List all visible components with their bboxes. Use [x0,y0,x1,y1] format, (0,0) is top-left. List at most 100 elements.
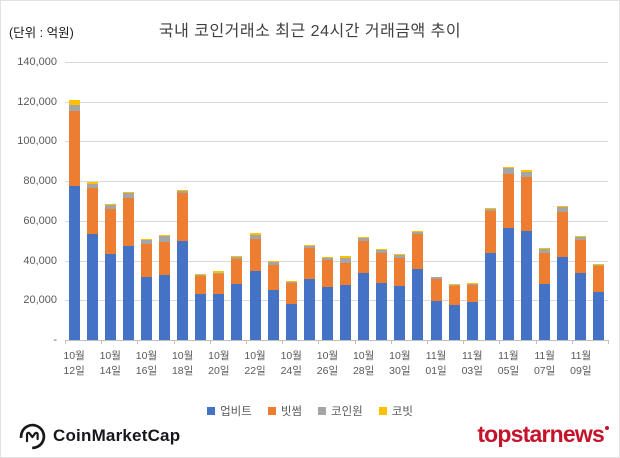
bar-10월30일 [394,253,406,340]
topstarnews-logo: topstarnews [477,420,609,450]
axis-tick [209,340,211,344]
gridline [65,300,608,302]
x-tick-label: 10월 22일 [244,350,266,377]
bar-segment-코빗 [557,206,569,208]
bar-segment-업비트 [593,292,605,340]
gridline [65,260,608,262]
legend-item-업비트: 업비트 [207,403,252,419]
legend-label: 업비트 [220,406,252,418]
bar-11월02일 [448,284,460,340]
bar-segment-업비트 [376,282,388,340]
x-tick-label: 11월 05일 [497,350,520,377]
x-axis: 10월 12일 10월 14일 10월 16일 10월 18일 10월 20일 10월 22일 10월 2… [63,349,608,381]
legend-label: 코빗 [391,406,413,418]
bar-segment-업비트 [177,241,189,340]
topstarnews-wordmark: topstarnews [477,421,604,447]
bar-segment-빗썸 [340,262,352,285]
bar-segment-업비트 [104,253,116,340]
bar-segment-코빗 [249,233,261,235]
bar-segment-코빗 [539,248,551,250]
bar-10월26일 [321,257,333,340]
bar-segment-업비트 [557,257,569,340]
legend: 업비트 빗썸 코인원 코빗 [1,403,619,419]
legend-item-코인원: 코인원 [318,403,363,419]
bar-segment-빗썸 [177,192,189,242]
bar-segment-코인원 [213,272,225,274]
bar-segment-코빗 [177,189,189,192]
bar-segment-업비트 [502,228,514,340]
y-axis: 140,000 120,000 100,000 80,000 60,000 40,000 2… [1,56,57,346]
bar-10월28일 [358,236,370,340]
x-tick-label: 11월 09일 [570,350,592,377]
bar-segment-코빗 [412,231,424,232]
bar-segment-코인원 [502,168,514,175]
bar-segment-코인원 [430,277,442,280]
bar-segment-코인원 [267,261,279,266]
bar-segment-코인원 [231,257,243,260]
bar-segment-코빗 [213,271,225,273]
bar-segment-업비트 [521,230,533,340]
plot-area [65,62,609,344]
bar-segment-업비트 [249,271,261,340]
bar-segment-코인원 [340,257,352,263]
bar-segment-빗썸 [68,110,80,187]
axis-tick [101,340,103,344]
bar-segment-업비트 [86,233,98,340]
bar-segment-빗썸 [430,279,442,302]
bar-segment-코빗 [593,263,605,265]
bar-segment-코빗 [340,256,352,258]
bar-segment-코인원 [140,240,152,245]
x-tick-label: 10월 30일 [389,350,411,377]
bar-segment-업비트 [303,278,315,340]
bar-10월24일 [285,281,297,340]
axis-tick [390,340,392,344]
y-tick-label: 100,000 [17,135,57,148]
bar-segment-코인원 [68,104,80,111]
gridline [65,141,608,143]
bar-segment-코인원 [448,284,460,286]
coinmarketcap-logo: CoinMarketCap [19,421,180,451]
bar-segment-빗썸 [394,257,406,286]
bar-segment-빗썸 [484,211,496,254]
bar-segment-코빗 [86,181,98,184]
bar-segment-빗썸 [249,238,261,272]
bar-segment-빗썸 [521,176,533,231]
bar-10월12일 [68,99,80,340]
bar-segment-코인원 [575,236,587,240]
axis-tick [463,340,465,344]
bar-segment-업비트 [358,272,370,340]
bar-segment-코빗 [321,257,333,258]
x-tick-label: 10월 16일 [135,350,158,377]
bar-10월20일 [213,271,225,340]
bar-segment-코인원 [466,283,478,285]
unit-label: (단위 : 억원) [9,26,74,40]
bar-segment-업비트 [340,285,352,340]
bar-segment-코인원 [195,275,207,277]
legend-swatch [267,407,276,415]
bar-segment-코빗 [140,238,152,241]
y-tick-label: 40,000 [23,254,57,267]
bar-10월15일 [122,191,134,340]
bar-segment-코인원 [376,249,388,253]
bar-segment-업비트 [539,284,551,340]
bar-segment-코빗 [376,248,388,250]
bar-segment-업비트 [412,268,424,340]
bar-segment-빗썸 [303,248,315,279]
x-tick-label: 10월 14일 [99,350,121,377]
bar-segment-코빗 [484,207,496,209]
bar-segment-업비트 [267,290,279,340]
bar-segment-코빗 [285,281,297,282]
bar-segment-코인원 [394,254,406,258]
y-tick-label: 140,000 [17,56,57,68]
bar-segment-빗썸 [267,265,279,291]
bar-segment-업비트 [484,253,496,340]
bar-10월13일 [86,181,98,340]
bar-segment-업비트 [285,304,297,340]
bar-10월31일 [412,231,424,340]
bar-segment-코인원 [557,207,569,212]
y-tick-label: 60,000 [23,214,57,227]
coinmarketcap-icon [19,423,46,450]
bar-10월16일 [140,238,152,340]
bar-segment-빗썸 [231,259,243,284]
bar-segment-업비트 [466,302,478,340]
